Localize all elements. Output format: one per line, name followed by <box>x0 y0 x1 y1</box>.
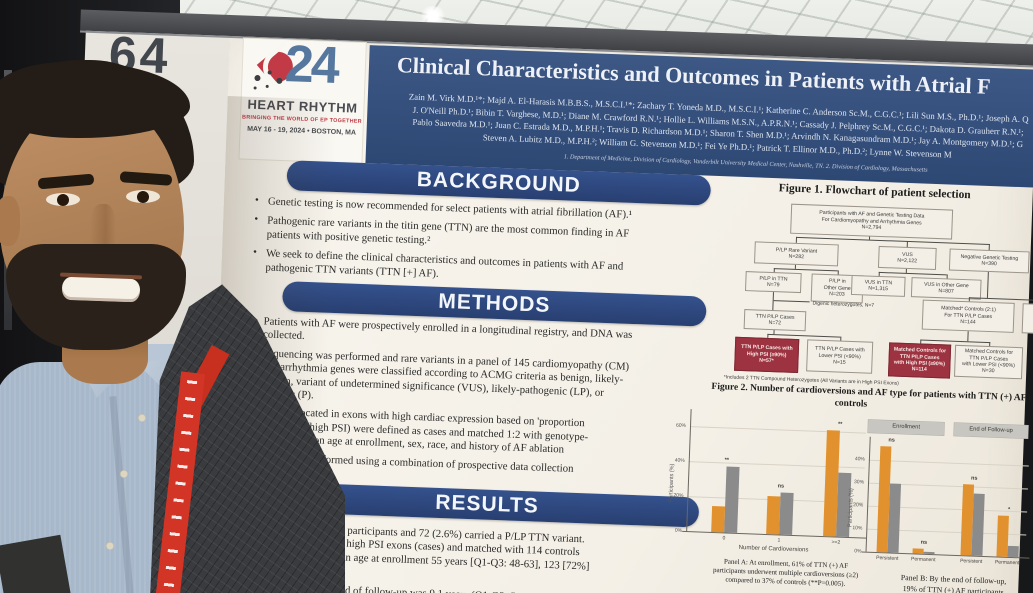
x-category-label: Permanent <box>994 559 1020 567</box>
methods-bullets: Patients with AF were prospectively enro… <box>258 315 734 495</box>
flowchart-box-ttn-cases: TTN P/LP Cases N=72 <box>743 309 807 332</box>
y-tick-label: 0% <box>674 527 683 534</box>
y-tick-label: 40% <box>854 456 866 463</box>
y-tick-label: 20% <box>853 502 864 509</box>
digenic-label: Digenic heterozygotes, N=7 <box>812 300 875 309</box>
connector-line <box>986 271 989 298</box>
ceiling-light <box>420 6 446 26</box>
bar-ttn-af <box>996 515 1009 557</box>
molecule-icon <box>254 74 261 82</box>
board-number: 64 <box>107 25 172 85</box>
significance-annotation: ns <box>777 483 785 490</box>
connector-line <box>920 339 922 344</box>
y-tick-label: 0% <box>854 548 862 555</box>
connector-line <box>967 331 969 342</box>
flowchart-box-negative: Negative Genetic Testing N=390 <box>948 248 1030 274</box>
flowchart-box-cases-low-psi: TTN P/LP Cases with Lower PSI (<90%) N=1… <box>806 339 874 374</box>
bar-ttn-af <box>711 505 726 533</box>
bar-ttn-af <box>823 429 840 537</box>
bar-control <box>971 493 985 556</box>
flowchart-box-plp: P/LP Rare Variant N=282 <box>754 241 839 267</box>
connector-line <box>989 342 991 347</box>
gridline <box>866 528 1027 536</box>
bar-control <box>1007 545 1019 558</box>
flowchart-box-matched-controls-2: Matched* Co For TTN N= <box>1021 303 1033 337</box>
flowchart-box-vus-other: VUS in Other Gene N=807 <box>910 277 982 300</box>
x-category-label: Persistent <box>876 555 899 562</box>
panelB-caption: Panel B: By the end of follow-up, 19% of… <box>900 572 1007 593</box>
flowchart-box-root: Participants with AF and Genetic Testing… <box>790 203 954 240</box>
group-header: Enrollment <box>867 419 945 436</box>
connector-line <box>906 240 908 247</box>
research-poster: Clinical Characteristics and Outcomes in… <box>208 35 1033 593</box>
connector-line <box>920 339 991 344</box>
connector-line <box>837 270 839 275</box>
x-category-label: Permanent <box>910 556 936 564</box>
bar-control <box>836 472 852 538</box>
significance-annotation: * <box>1007 506 1011 513</box>
x-category-label: Persistent <box>960 558 983 565</box>
flowchart-box-matched-controls: Matched* Controls (2:1) For TTN P/LP Cas… <box>921 299 1015 333</box>
gridline <box>867 505 1028 513</box>
connector-line <box>878 271 947 276</box>
x-axis <box>861 551 1030 559</box>
connector-line <box>773 300 810 303</box>
logo-mark: 24 <box>250 35 358 101</box>
significance-annotation: ns <box>920 540 928 547</box>
y-tick-label: 10% <box>852 525 863 532</box>
connector-line <box>767 333 769 338</box>
y-axis <box>865 436 871 552</box>
connector-line <box>840 336 842 341</box>
gridline <box>687 496 864 504</box>
bar-control <box>923 551 935 555</box>
flowchart-box-controls-low-psi: Matched Controls for TTN P/LP Cases with… <box>953 344 1024 380</box>
group-header: End of Follow-up <box>953 422 1029 439</box>
bar-ttn-af <box>876 446 892 553</box>
y-tick-label: 30% <box>853 479 865 486</box>
bar-control <box>887 483 902 553</box>
connector-line <box>773 268 838 272</box>
wall-edge-highlight <box>4 70 12 330</box>
bar-ttn-af <box>766 495 781 535</box>
connector-line <box>968 297 970 302</box>
connector-line <box>767 333 841 338</box>
connector-line <box>878 271 880 276</box>
flowchart-box-plp-ttn: P/LP in TTN N=79 <box>745 271 802 294</box>
significance-annotation: ** <box>837 421 843 428</box>
gridline <box>868 459 1029 467</box>
bar-ttn-af <box>960 483 975 556</box>
cast-shadow <box>208 95 338 593</box>
connector-line <box>773 268 775 273</box>
connector-line <box>795 236 798 243</box>
connector-line <box>946 274 948 279</box>
gridline <box>868 482 1028 490</box>
logo-number: 24 <box>283 35 338 95</box>
x-category-label: 1 <box>777 537 781 544</box>
x-category-label: >=2 <box>831 539 841 546</box>
y-axis-label: Participants (%) <box>847 487 855 527</box>
bar-control <box>779 492 794 535</box>
flowchart-box-cases-high-psi: TTN P/LP Cases with High PSI (≥90%) N=57… <box>734 336 800 374</box>
significance-annotation: ns <box>970 475 978 482</box>
flowchart-box-vus-ttn: VUS in TTN N=1,315 <box>850 274 906 297</box>
flowchart-box-vus: VUS N=2,122 <box>877 245 937 271</box>
flowchart-box-controls-high-psi: Matched Controls for TTN P/LP Cases with… <box>887 342 952 379</box>
bar-ttn-af <box>912 548 924 554</box>
significance-annotation: ns <box>888 437 895 444</box>
